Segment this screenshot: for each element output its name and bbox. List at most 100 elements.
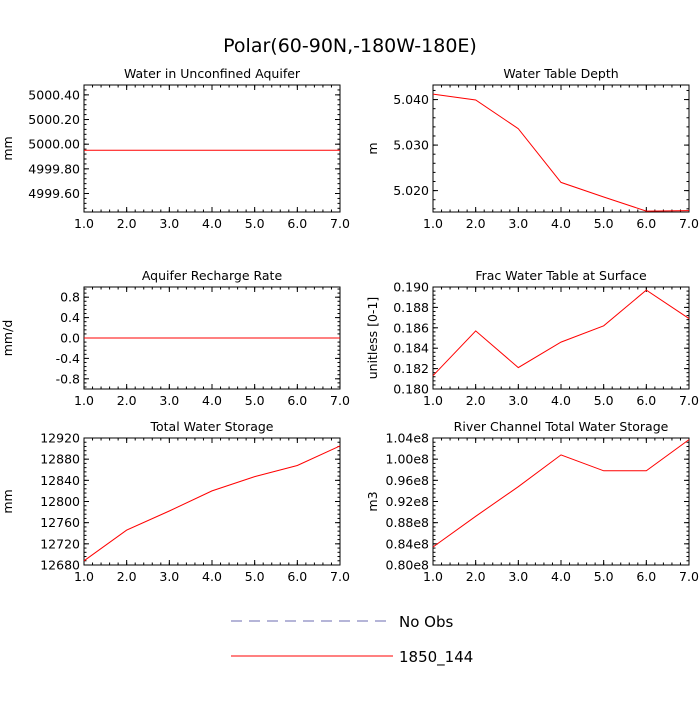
y-tick-label: 0.84e8 [386, 536, 430, 551]
y-tick-label: 12720 [40, 536, 80, 551]
y-tick-label: 5.030 [393, 138, 429, 153]
x-tick-label: 6.0 [636, 393, 656, 408]
y-tick-label: 0.88e8 [386, 515, 430, 530]
y-axis-label: mm [0, 489, 15, 513]
y-tick-label: 0.188 [393, 300, 429, 315]
x-tick-label: 4.0 [202, 216, 222, 231]
x-tick-label: 3.0 [159, 393, 179, 408]
x-tick-label: 2.0 [117, 216, 137, 231]
panel-title: Aquifer Recharge Rate [142, 268, 283, 283]
series-line-1850_144 [432, 439, 690, 548]
y-tick-label: 0.8 [60, 290, 80, 305]
y-tick-label: -0.8 [56, 371, 80, 386]
x-tick-label: 6.0 [636, 569, 656, 584]
y-tick-label: 4999.60 [28, 186, 80, 201]
y-tick-label: 0.80e8 [386, 558, 430, 573]
x-tick-label: 7.0 [679, 393, 699, 408]
plot-frame [83, 84, 341, 213]
y-tick-label: 0.186 [393, 320, 429, 335]
panel-title: Water in Unconfined Aquifer [124, 66, 301, 81]
x-tick-label: 7.0 [330, 393, 350, 408]
chart-panel-5: Total Water Storage 1.0 2.0 3.0 4.0 5.0 6.0 7.0… [0, 419, 350, 584]
y-tick-label: 4999.80 [28, 161, 80, 176]
x-tick-label: 1.0 [74, 569, 94, 584]
x-tick-label: 3.0 [508, 569, 528, 584]
y-tick-label: 1.00e8 [386, 452, 430, 467]
x-tick-label: 5.0 [594, 393, 614, 408]
plot-frame [432, 84, 690, 213]
series-line-1850_144 [432, 289, 690, 377]
chart-panel-1: Water in Unconfined Aquifer 1.0 2.0 3.0 4.0 5… [0, 66, 350, 231]
x-tick-label: 3.0 [159, 216, 179, 231]
plot-frame [432, 437, 690, 566]
x-tick-label: 4.0 [202, 393, 222, 408]
x-tick-label: 5.0 [594, 569, 614, 584]
page-title: Polar(60-90N,-180W-180E) [223, 35, 477, 57]
legend-label-1850-144: 1850_144 [399, 648, 473, 667]
x-tick-label: 5.0 [245, 569, 265, 584]
x-tick-label: 4.0 [551, 569, 571, 584]
series-line-1850_144 [432, 93, 690, 212]
legend-label-no-obs: No Obs [399, 613, 453, 631]
x-tick-label: 2.0 [466, 393, 486, 408]
x-tick-label: 7.0 [330, 216, 350, 231]
x-tick-label: 7.0 [330, 569, 350, 584]
chart-panel-3: Aquifer Recharge Rate 1.0 2.0 3.0 4.0 5.0 6.0 7… [0, 268, 350, 408]
x-tick-label: 6.0 [287, 216, 307, 231]
x-tick-label: 2.0 [117, 393, 137, 408]
x-tick-label: 2.0 [466, 569, 486, 584]
y-tick-label: 0.96e8 [386, 473, 430, 488]
x-tick-label: 5.0 [245, 393, 265, 408]
panel-title: Total Water Storage [150, 419, 274, 434]
x-tick-label: 4.0 [551, 216, 571, 231]
x-tick-label: 5.0 [245, 216, 265, 231]
chart-panel-6: River Channel Total Water Storage 1.0 2.0 3… [365, 419, 699, 584]
x-tick-label: 3.0 [508, 393, 528, 408]
y-tick-label: 12760 [40, 515, 80, 530]
x-tick-label: 3.0 [508, 216, 528, 231]
y-tick-label: 5000.40 [28, 87, 80, 102]
x-tick-label: 5.0 [594, 216, 614, 231]
x-tick-label: 1.0 [423, 216, 443, 231]
panel-title: Frac Water Table at Surface [475, 268, 647, 283]
y-axis-label: m [365, 142, 380, 154]
plot-frame [432, 286, 690, 390]
x-tick-label: 6.0 [287, 393, 307, 408]
x-tick-label: 1.0 [74, 393, 94, 408]
x-tick-label: 1.0 [74, 216, 94, 231]
legend: No Obs 1850_144 [231, 613, 473, 667]
y-tick-label: 0.182 [393, 361, 429, 376]
x-tick-label: 2.0 [466, 216, 486, 231]
y-tick-label: -0.4 [56, 351, 80, 366]
y-tick-label: 12800 [40, 494, 80, 509]
y-axis-label: mm/d [0, 320, 15, 357]
x-tick-label: 2.0 [117, 569, 137, 584]
x-tick-label: 4.0 [202, 569, 222, 584]
x-tick-label: 4.0 [551, 393, 571, 408]
panel-title: River Channel Total Water Storage [454, 419, 669, 434]
y-tick-label: 1.04e8 [386, 431, 430, 446]
series-line-1850_144 [83, 445, 341, 562]
panel-title: Water Table Depth [503, 66, 618, 81]
chart-panel-2: Water Table Depth 1.0 2.0 3.0 4.0 5.0 6.0 7.0 5.… [365, 66, 699, 231]
y-tick-label: 0.190 [393, 280, 429, 295]
y-tick-label: 0.0 [60, 331, 80, 346]
x-tick-label: 1.0 [423, 569, 443, 584]
y-tick-label: 12680 [40, 558, 80, 573]
y-tick-label: 0.180 [393, 382, 429, 397]
y-tick-label: 0.184 [393, 341, 429, 356]
y-tick-label: 5.040 [393, 92, 429, 107]
x-tick-label: 6.0 [287, 569, 307, 584]
chart-panels: Water in Unconfined Aquifer 1.0 2.0 3.0 4.0 5… [0, 66, 699, 584]
y-tick-label: 5000.20 [28, 112, 80, 127]
y-axis-label: m3 [365, 491, 380, 511]
plot-frame [83, 437, 341, 566]
y-tick-label: 0.4 [60, 310, 80, 325]
x-tick-label: 7.0 [679, 216, 699, 231]
y-axis-label: mm [0, 136, 15, 160]
x-tick-label: 1.0 [423, 393, 443, 408]
y-tick-label: 12920 [40, 431, 80, 446]
y-tick-label: 5000.00 [28, 137, 80, 152]
x-tick-label: 3.0 [159, 569, 179, 584]
